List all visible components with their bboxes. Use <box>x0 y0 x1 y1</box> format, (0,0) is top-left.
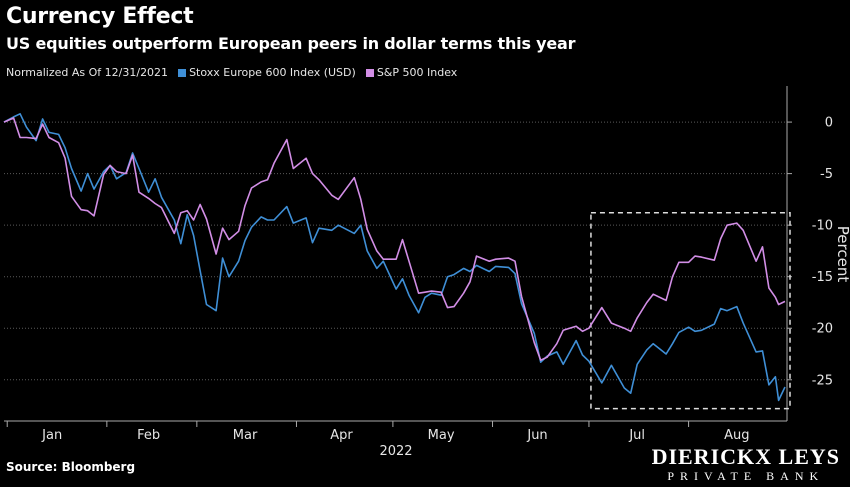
brand-subtitle: PRIVATE BANK <box>667 469 825 483</box>
brand-logo: DIERICKX LEYS PRIVATE BANK <box>652 446 840 484</box>
y-axis-label: Percent <box>834 226 850 283</box>
legend-note: Normalized As Of 12/31/2021 <box>6 66 169 79</box>
x-tick-label: Feb <box>137 428 160 443</box>
y-tick-label: -20 <box>812 322 833 337</box>
brand-name: DIERICKX LEYS <box>651 444 840 469</box>
x-axis-label: 2022 <box>379 444 412 459</box>
legend-swatch-stoxx <box>178 68 187 77</box>
x-tick-label: Jun <box>526 428 547 443</box>
chart-title: Currency Effect <box>6 4 194 29</box>
x-tick-label: May <box>428 428 455 443</box>
legend-item-stoxx: Stoxx Europe 600 Index (USD) <box>178 66 356 79</box>
x-tick-label: Aug <box>724 428 749 443</box>
x-tick-label: Jul <box>628 428 645 443</box>
legend-item-sp500: S&P 500 Index <box>365 66 458 79</box>
highlight-box <box>590 212 791 410</box>
chart-subtitle: US equities outperform European peers in… <box>6 34 576 53</box>
legend-swatch-sp500 <box>365 68 374 77</box>
legend-label-stoxx: Stoxx Europe 600 Index (USD) <box>189 66 356 79</box>
y-tick-label: -25 <box>812 373 833 388</box>
legend-label-sp500: S&P 500 Index <box>376 66 458 79</box>
source-note: Source: Bloomberg <box>6 460 136 474</box>
y-tick-label: -5 <box>820 167 833 182</box>
legend: Normalized As Of 12/31/2021 Stoxx Europe… <box>6 66 457 79</box>
series-line-stoxx <box>3 113 786 402</box>
y-tick-label: -15 <box>812 270 833 285</box>
x-tick-label: Apr <box>330 428 353 443</box>
x-tick-label: Jan <box>41 428 62 443</box>
series-line-sp500 <box>3 117 786 361</box>
x-tick-label: Mar <box>233 428 258 443</box>
y-tick-label: 0 <box>825 116 833 131</box>
y-tick-label: -10 <box>812 219 833 234</box>
